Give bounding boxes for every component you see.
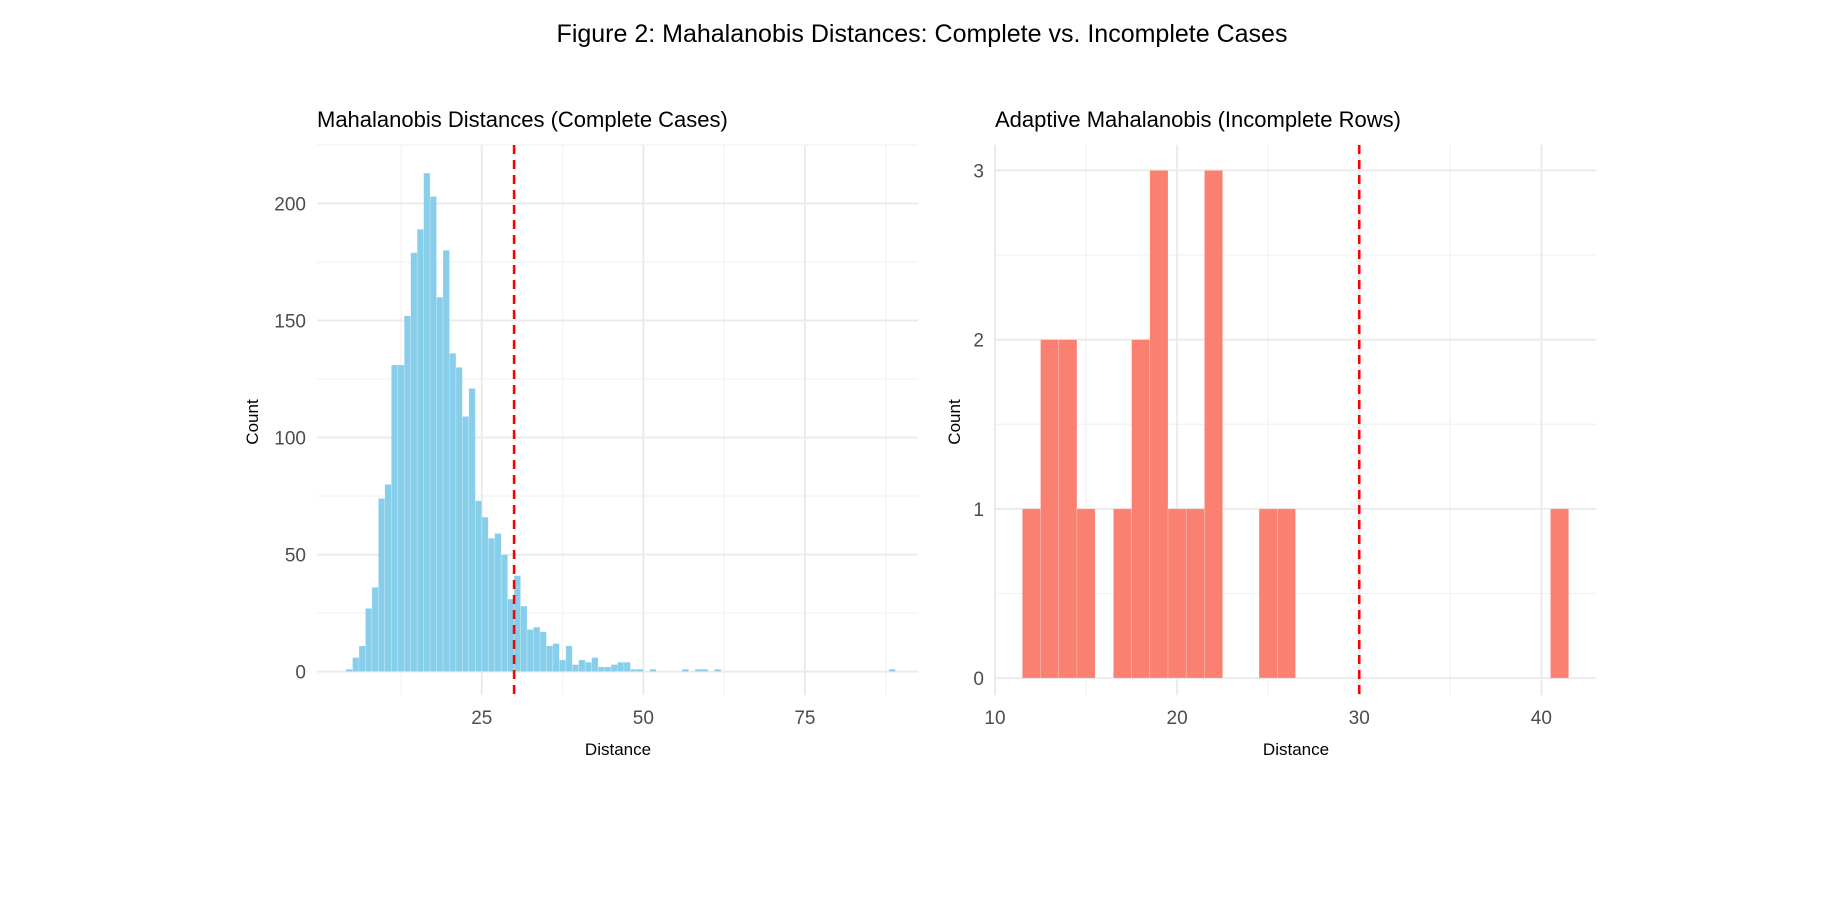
histogram-bar: [1113, 508, 1132, 679]
histogram-bar: [378, 498, 386, 672]
left-y-axis-label: Count: [243, 399, 262, 445]
histogram-bar: [714, 668, 722, 672]
histogram-bar: [462, 416, 470, 672]
left-tick-labels: 25 50 75 0 50 100 150 200: [274, 195, 815, 729]
x-tick-label: 30: [1349, 708, 1370, 729]
histogram-bar: [1149, 170, 1169, 679]
histogram-bar: [487, 537, 496, 672]
histogram-bar: [1276, 508, 1296, 679]
histogram-bar: [416, 228, 424, 672]
histogram-bar: [391, 364, 399, 672]
histogram-bar: [539, 631, 547, 672]
left-x-axis-label: Distance: [585, 740, 651, 759]
histogram-bar: [1204, 170, 1223, 679]
histogram-bar: [345, 668, 353, 672]
histogram-bar: [1258, 508, 1278, 679]
histogram-bar: [442, 250, 450, 672]
histogram-bar: [604, 666, 612, 672]
right-y-axis-label: Count: [945, 399, 964, 445]
x-tick-label: 25: [471, 708, 492, 729]
y-tick-label: 3: [973, 161, 984, 182]
histogram-bar: [468, 388, 476, 672]
histogram-bar: [481, 516, 489, 672]
histogram-bar: [423, 172, 431, 672]
histogram-bar: [1131, 339, 1151, 679]
histogram-bar: [1040, 339, 1060, 679]
y-tick-label: 0: [295, 663, 306, 684]
x-tick-label: 20: [1167, 708, 1188, 729]
y-tick-label: 150: [274, 312, 306, 333]
histogram-bar: [565, 645, 573, 672]
y-tick-label: 50: [285, 546, 306, 567]
right-histogram-bars: [1022, 170, 1569, 679]
histogram-bar: [630, 668, 638, 672]
histogram-bar: [681, 668, 689, 672]
histogram-bar: [475, 500, 483, 672]
histogram-bar: [371, 587, 379, 672]
histogram-bar: [888, 668, 896, 672]
histogram-bar: [358, 645, 366, 672]
right-x-axis-label: Distance: [1263, 740, 1329, 759]
left-panel: Mahalanobis Distances (Complete Cases) 2…: [243, 107, 918, 759]
histogram-bar: [397, 364, 405, 672]
histogram-bar: [584, 661, 592, 672]
histogram-bar: [526, 629, 534, 672]
histogram-bar: [578, 659, 586, 672]
histogram-bar: [449, 352, 457, 672]
histogram-bar: [507, 598, 515, 672]
y-tick-label: 0: [973, 669, 984, 690]
right-tick-labels: 10 20 30 40 0 1 2 3: [973, 161, 1552, 729]
histogram-bar: [384, 484, 392, 672]
histogram-bar: [571, 664, 580, 672]
histogram-bar: [701, 668, 709, 672]
histogram-bar: [1167, 508, 1187, 679]
histogram-bar: [636, 668, 644, 672]
y-tick-label: 2: [973, 331, 984, 352]
left-panel-title: Mahalanobis Distances (Complete Cases): [317, 107, 728, 132]
histogram-bar: [520, 605, 528, 672]
histogram-bar: [1076, 508, 1096, 679]
histogram-bar: [436, 296, 444, 672]
histogram-bar: [494, 533, 502, 672]
histogram-bar: [694, 668, 702, 672]
histogram-bar: [410, 252, 418, 672]
right-panel: Adaptive Mahalanobis (Incomplete Rows) 1…: [945, 107, 1596, 759]
histogram-bar: [500, 554, 508, 672]
y-tick-label: 100: [274, 429, 306, 450]
histogram-bar: [403, 315, 412, 672]
histogram-bar: [1058, 339, 1078, 679]
left-histogram-bars: [345, 172, 896, 672]
histogram-bar: [591, 657, 599, 672]
histogram-bar: [533, 626, 541, 672]
figure-title: Figure 2: Mahalanobis Distances: Complet…: [557, 20, 1288, 48]
x-tick-label: 75: [794, 708, 815, 729]
histogram-bar: [610, 664, 618, 672]
x-tick-label: 10: [984, 708, 1005, 729]
histogram-bar: [1185, 508, 1205, 679]
histogram-bar: [649, 668, 657, 672]
histogram-bar: [623, 661, 631, 672]
y-tick-label: 200: [274, 195, 306, 216]
histogram-bar: [352, 657, 360, 672]
y-tick-label: 1: [973, 500, 984, 521]
histogram-bar: [617, 661, 625, 672]
histogram-bar: [455, 367, 463, 672]
histogram-bar: [429, 196, 437, 672]
right-panel-title: Adaptive Mahalanobis (Incomplete Rows): [995, 107, 1401, 132]
histogram-bar: [1022, 508, 1041, 679]
histogram-bar: [1550, 508, 1569, 679]
x-tick-label: 40: [1531, 708, 1552, 729]
histogram-bar: [597, 666, 605, 672]
x-tick-label: 50: [633, 708, 654, 729]
histogram-bar: [546, 645, 554, 672]
histogram-bar: [365, 608, 373, 672]
histogram-bar: [552, 643, 560, 672]
histogram-bar: [559, 659, 567, 672]
